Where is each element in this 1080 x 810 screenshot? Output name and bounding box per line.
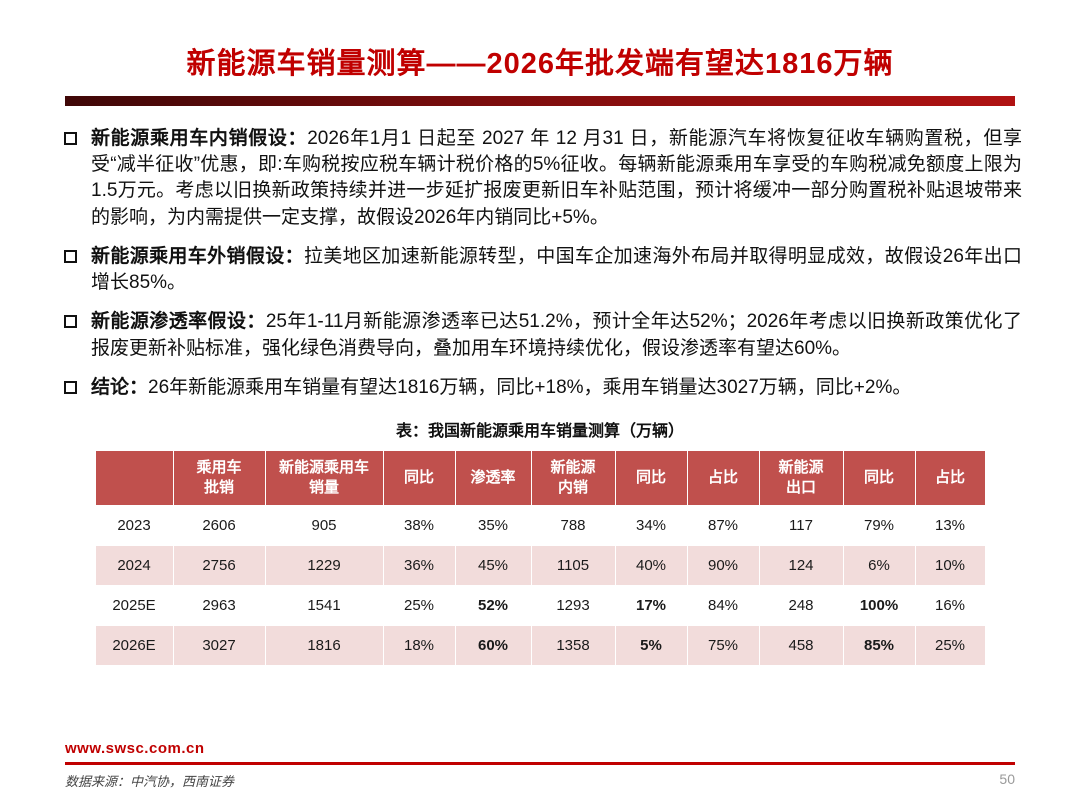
bullet-text: 新能源渗透率假设：25年1-11月新能源渗透率已达51.2%，预计全年达52%；… [91, 309, 1022, 361]
bullet-body: 2026年1月1 日起至 2027 年 12 月31 日，新能源汽车将恢复征收车… [91, 128, 1022, 228]
table-cell: 6% [842, 545, 916, 587]
bullet-item: 结论：26年新能源乘用车销量有望达1816万辆，同比+18%，乘用车销量达302… [62, 375, 1022, 401]
bullet-label: 结论： [91, 376, 149, 398]
bullet-item: 新能源渗透率假设：25年1-11月新能源渗透率已达51.2%，预计全年达52%；… [62, 309, 1022, 361]
table-cell: 124 [758, 545, 844, 587]
square-bullet-icon [64, 249, 77, 263]
row-year: 2024 [94, 545, 174, 587]
table-cell: 60% [454, 625, 532, 667]
table-cell: 17% [614, 585, 688, 627]
square-bullet-icon [64, 380, 77, 394]
table-cell: 1541 [264, 585, 384, 627]
table-cell: 25% [382, 585, 456, 627]
website-url[interactable]: www.swsc.com.cn [65, 740, 205, 757]
column-header: 同比 [842, 449, 916, 507]
table-cell: 87% [686, 505, 760, 547]
table-cell: 16% [914, 585, 986, 627]
bullet-body: 26年新能源乘用车销量有望达1816万辆，同比+18%，乘用车销量达3027万辆… [148, 376, 912, 398]
table-cell: 5% [614, 625, 688, 667]
table-cell: 2756 [172, 545, 266, 587]
column-header: 占比 [686, 449, 760, 507]
bullet-label: 新能源乘用车内销假设： [91, 128, 308, 149]
table-cell: 35% [454, 505, 532, 547]
column-header: 同比 [614, 449, 688, 507]
data-source-note: 数据来源：中汽协，西南证券 [65, 774, 235, 789]
table-cell: 45% [454, 545, 532, 587]
bullet-text: 新能源乘用车外销假设：拉美地区加速新能源转型，中国车企加速海外布局并取得明显成效… [91, 244, 1022, 296]
footer-divider [65, 762, 1015, 765]
title-underline-bar [65, 96, 1015, 106]
table-cell: 75% [686, 625, 760, 667]
table-cell: 40% [614, 545, 688, 587]
table-body: 2023 2606 905 38% 35% 788 34% 87% 117 79% 13% 2024 2… [94, 505, 986, 667]
column-header: 同比 [382, 449, 456, 507]
table-cell: 1816 [264, 625, 384, 667]
table-cell: 100% [842, 585, 916, 627]
square-bullet-icon [64, 132, 77, 145]
table-caption: 表：我国新能源乘用车销量测算（万辆） [395, 422, 684, 440]
bullet-label: 新能源渗透率假设： [91, 311, 266, 333]
row-year: 2026E [94, 625, 174, 667]
sales-forecast-table: 乘用车 批销 新能源乘用车 销量 同比 渗透率 新能源 内销 同比 占比 新能源 出口 同比 占比… [94, 449, 986, 667]
table-cell: 2606 [172, 505, 266, 547]
column-header: 占比 [914, 449, 986, 507]
table-cell: 117 [758, 505, 844, 547]
page-number: 50 [999, 771, 1015, 787]
column-header: 渗透率 [454, 449, 532, 507]
table-cell: 38% [382, 505, 456, 547]
table-cell: 2963 [172, 585, 266, 627]
table-cell: 1229 [264, 545, 384, 587]
table-row: 2024 2756 1229 36% 45% 1105 40% 90% 124 6% 10% [94, 545, 986, 587]
row-year: 2025E [94, 585, 174, 627]
square-bullet-icon [64, 315, 77, 329]
column-header [94, 449, 174, 507]
table-cell: 34% [614, 505, 688, 547]
table-cell: 248 [758, 585, 844, 627]
table-cell: 3027 [172, 625, 266, 667]
bullet-text: 结论：26年新能源乘用车销量有望达1816万辆，同比+18%，乘用车销量达302… [91, 375, 911, 401]
table-cell: 1105 [530, 545, 616, 587]
bullet-item: 新能源乘用车外销假设：拉美地区加速新能源转型，中国车企加速海外布局并取得明显成效… [62, 244, 1022, 296]
table-cell: 52% [454, 585, 532, 627]
table-cell: 18% [382, 625, 456, 667]
footer-bottom-row: 数据来源：中汽协，西南证券 50 [65, 771, 1015, 790]
bullet-item: 新能源乘用车内销假设：2026年1月1 日起至 2027 年 12 月31 日，… [62, 126, 1022, 231]
table-cell: 1293 [530, 585, 616, 627]
header-row: 乘用车 批销 新能源乘用车 销量 同比 渗透率 新能源 内销 同比 占比 新能源 出口 同比 占比 [94, 449, 986, 507]
column-header: 乘用车 批销 [172, 449, 266, 507]
table-row: 2026E 3027 1816 18% 60% 1358 5% 75% 458 85% 25% [94, 625, 986, 667]
table-cell: 90% [686, 545, 760, 587]
bullet-list: 新能源乘用车内销假设：2026年1月1 日起至 2027 年 12 月31 日，… [62, 126, 1022, 401]
row-year: 2023 [94, 505, 174, 547]
table-cell: 10% [914, 545, 986, 587]
footer: www.swsc.com.cn 数据来源：中汽协，西南证券 50 [65, 740, 1015, 790]
bullet-text: 新能源乘用车内销假设：2026年1月1 日起至 2027 年 12 月31 日，… [91, 126, 1022, 231]
bullet-body: 拉美地区加速新能源转型，中国车企加速海外布局并取得明显成效，故假设26年出口增长… [91, 245, 1022, 294]
table-cell: 36% [382, 545, 456, 587]
table-cell: 905 [264, 505, 384, 547]
page-title: 新能源车销量测算——2026年批发端有望达1816万辆 [186, 48, 894, 80]
table-cell: 79% [842, 505, 916, 547]
bullet-body: 25年1-11月新能源渗透率已达51.2%，预计全年达52%；2026年考虑以旧… [91, 311, 1022, 359]
table-cell: 25% [914, 625, 986, 667]
column-header: 新能源乘用车 销量 [264, 449, 384, 507]
table-cell: 85% [842, 625, 916, 667]
table-cell: 84% [686, 585, 760, 627]
table-cell: 458 [758, 625, 844, 667]
column-header: 新能源 出口 [758, 449, 844, 507]
table-row: 2023 2606 905 38% 35% 788 34% 87% 117 79% 13% [94, 505, 986, 547]
column-header: 新能源 内销 [530, 449, 616, 507]
table-row: 2025E 2963 1541 25% 52% 1293 17% 84% 248 100% 16% [94, 585, 986, 627]
table-cell: 13% [914, 505, 986, 547]
table-cell: 1358 [530, 625, 616, 667]
bullet-label: 新能源乘用车外销假设： [91, 245, 304, 267]
table-header-row: 乘用车 批销 新能源乘用车 销量 同比 渗透率 新能源 内销 同比 占比 新能源 出口 同比 占比 [94, 449, 986, 507]
table-cell: 788 [530, 505, 616, 547]
